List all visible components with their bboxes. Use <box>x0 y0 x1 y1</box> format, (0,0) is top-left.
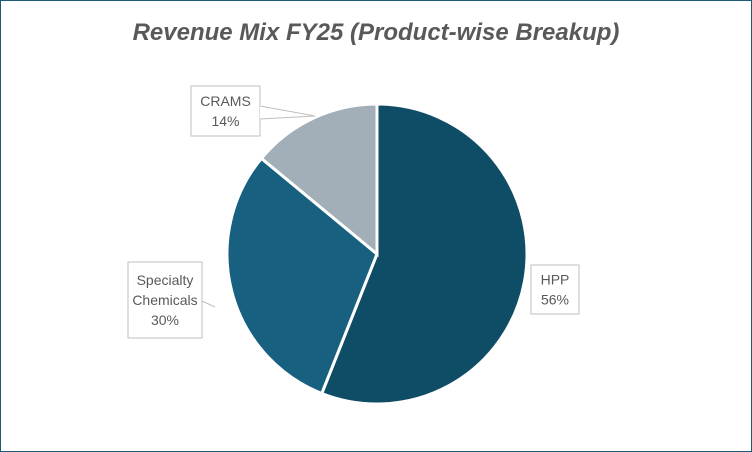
chart-title: Revenue Mix FY25 (Product-wise Breakup) <box>132 19 620 46</box>
data-label-text: 56% <box>541 292 569 308</box>
pie-slice-hpp <box>319 102 529 406</box>
pie-slice-crams <box>259 102 379 258</box>
data-label-hpp: HPP 56% <box>530 264 580 315</box>
data-label-text: 30% <box>151 312 179 328</box>
data-label-text: HPP <box>541 272 570 288</box>
data-label-specialty-chemicals: Specialty Chemicals 30% <box>127 261 216 339</box>
data-label-text: Specialty <box>137 272 194 288</box>
data-label-text: Chemicals <box>132 292 197 308</box>
data-label-text: CRAMS <box>200 93 251 109</box>
pie-slice-specialty-chemicals <box>225 156 379 396</box>
data-label-text: 14% <box>211 113 239 129</box>
data-label-crams: CRAMS 14% <box>190 85 316 137</box>
